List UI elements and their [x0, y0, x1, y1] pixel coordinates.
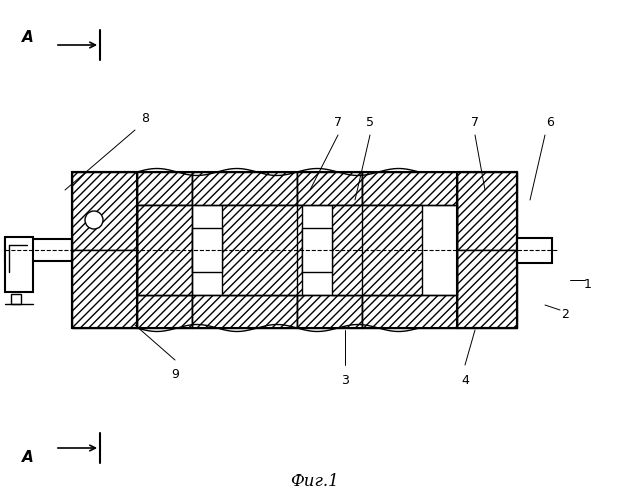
Text: 1: 1 [584, 278, 592, 291]
Bar [11, 294, 21, 304]
Bar [222, 205, 302, 295]
Bar [332, 205, 422, 295]
Text: 7: 7 [471, 116, 479, 128]
Bar [362, 172, 457, 205]
Text: A: A [22, 450, 34, 466]
Bar [362, 295, 457, 328]
Bar [137, 205, 192, 295]
Text: A: A [22, 30, 34, 46]
Bar [72, 172, 137, 250]
Bar [297, 295, 362, 328]
Text: 5: 5 [366, 116, 374, 128]
Bar [137, 172, 192, 205]
Bar [5, 239, 72, 261]
Text: 6: 6 [546, 116, 554, 128]
Bar [297, 172, 362, 205]
Text: 4: 4 [461, 374, 469, 386]
Text: 7: 7 [334, 116, 342, 128]
Bar [72, 250, 137, 328]
Bar [302, 228, 332, 272]
Circle shape [85, 211, 103, 229]
Bar [72, 172, 137, 328]
Bar [517, 238, 552, 262]
Bar [457, 250, 517, 328]
Text: 8: 8 [141, 112, 149, 124]
Bar [5, 237, 33, 292]
Bar [192, 295, 297, 328]
Text: Фиг.1: Фиг.1 [290, 474, 338, 490]
Bar [137, 295, 192, 328]
Bar [457, 172, 517, 328]
Bar [192, 228, 222, 272]
Bar [192, 172, 297, 205]
Bar [457, 172, 517, 250]
Text: 9: 9 [171, 368, 179, 382]
Text: 2: 2 [561, 308, 569, 322]
Text: 3: 3 [341, 374, 349, 386]
